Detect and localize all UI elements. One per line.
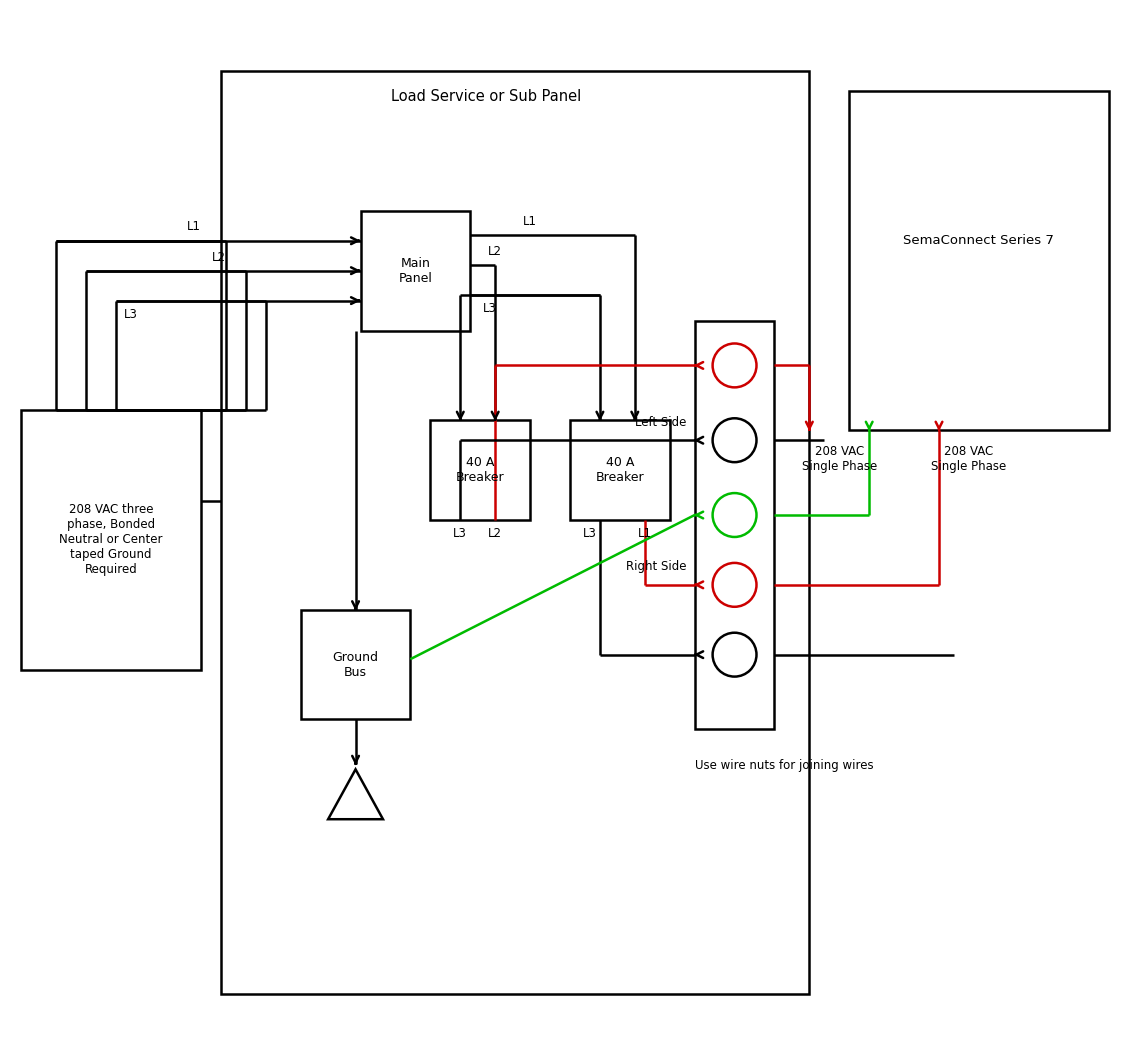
Text: 208 VAC
Single Phase: 208 VAC Single Phase bbox=[801, 445, 877, 474]
Bar bbox=[360, 211, 470, 331]
Text: L3: L3 bbox=[453, 527, 467, 540]
Text: 40 A
Breaker: 40 A Breaker bbox=[596, 456, 644, 484]
Text: Right Side: Right Side bbox=[626, 561, 687, 573]
Bar bbox=[301, 610, 410, 719]
Text: Main
Panel: Main Panel bbox=[399, 256, 433, 285]
Circle shape bbox=[713, 494, 756, 537]
Text: L1: L1 bbox=[523, 215, 537, 228]
Bar bbox=[570, 420, 670, 520]
Text: L1: L1 bbox=[186, 219, 200, 233]
Circle shape bbox=[713, 343, 756, 387]
Circle shape bbox=[713, 418, 756, 462]
Text: L2: L2 bbox=[488, 527, 502, 540]
Text: 208 VAC three
phase, Bonded
Neutral or Center
taped Ground
Required: 208 VAC three phase, Bonded Neutral or C… bbox=[60, 503, 163, 576]
Text: L2: L2 bbox=[488, 245, 502, 257]
Circle shape bbox=[713, 563, 756, 607]
Circle shape bbox=[713, 633, 756, 676]
Bar bbox=[21, 411, 201, 670]
Text: Load Service or Sub Panel: Load Service or Sub Panel bbox=[391, 88, 581, 104]
Bar bbox=[220, 71, 809, 993]
Text: L1: L1 bbox=[637, 527, 652, 540]
Text: SemaConnect Series 7: SemaConnect Series 7 bbox=[904, 234, 1054, 247]
Text: 40 A
Breaker: 40 A Breaker bbox=[455, 456, 504, 484]
Text: Left Side: Left Side bbox=[635, 416, 687, 428]
Bar bbox=[695, 320, 774, 730]
Text: Ground
Bus: Ground Bus bbox=[332, 651, 379, 678]
Bar bbox=[431, 420, 530, 520]
Bar bbox=[850, 91, 1109, 430]
Text: L3: L3 bbox=[484, 301, 497, 315]
Text: L3: L3 bbox=[124, 308, 138, 320]
Text: Use wire nuts for joining wires: Use wire nuts for joining wires bbox=[695, 759, 873, 773]
Text: L2: L2 bbox=[211, 251, 225, 264]
Text: 208 VAC
Single Phase: 208 VAC Single Phase bbox=[931, 445, 1007, 474]
Text: L3: L3 bbox=[583, 527, 597, 540]
